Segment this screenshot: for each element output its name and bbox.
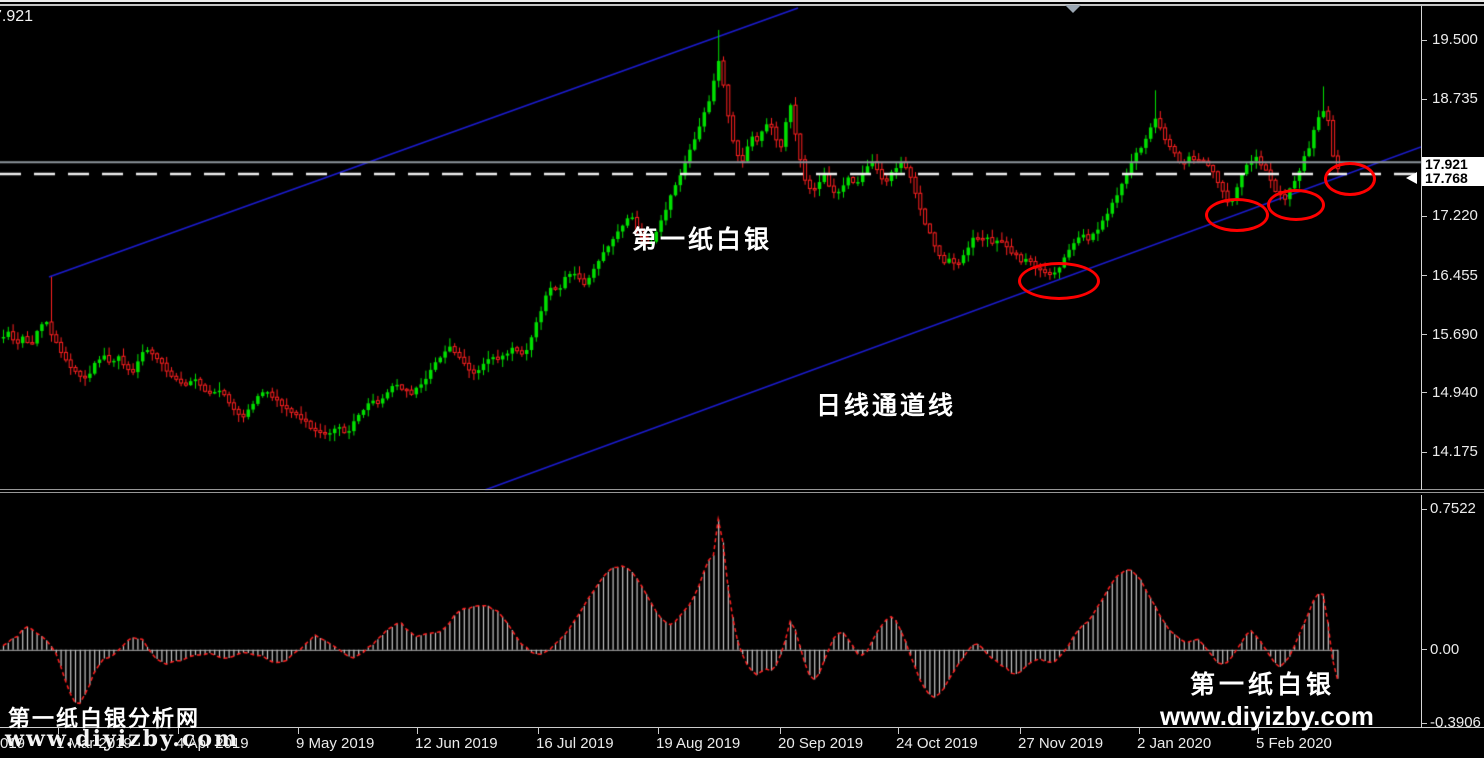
chart-title-annotation: 第一纸白银: [632, 225, 773, 254]
watermark-site-url: www.diyizby.com: [5, 726, 240, 752]
price-axis-label: 15.690: [1432, 325, 1478, 343]
window-top-border: [0, 0, 1484, 2]
watermark-right: 第一纸白银 www.diyizby.com: [1160, 665, 1374, 732]
price-axis-label: 19.500: [1432, 31, 1478, 48]
current-price-arrow-icon: [1406, 172, 1417, 184]
highlight-ellipse: [1018, 262, 1100, 300]
time-axis-tick: [417, 728, 418, 734]
time-axis-label: 19 Aug 2019: [656, 735, 741, 752]
panel-separator[interactable]: [0, 489, 1484, 490]
top-left-price-label: 7.921: [0, 8, 34, 25]
time-axis-label: 20 Sep 2019: [778, 735, 864, 752]
price-axis-tick: [1421, 275, 1427, 277]
indicator-axis-label: 0.7522: [1430, 500, 1476, 517]
time-axis-tick: [538, 728, 539, 734]
indicator-axis-tick: [1421, 508, 1427, 510]
time-axis-label: 12 Jun 2019: [415, 735, 498, 752]
time-axis-label: 4 Apr 2019: [176, 735, 249, 752]
time-axis-label: 5 Feb 2020: [1256, 735, 1332, 752]
time-axis-tick: [898, 728, 899, 734]
watermark-site-name: 第一纸白银分析网: [8, 707, 201, 732]
time-axis-tick: [298, 728, 299, 734]
panel-separator[interactable]: [0, 492, 1484, 493]
time-axis-label: 2 Jan 2020: [1137, 735, 1212, 752]
current-price-box: 17.768: [1422, 171, 1484, 186]
time-axis-label: 1 Mar 2019: [56, 735, 132, 752]
highlight-ellipse: [1267, 189, 1325, 221]
time-axis-line: [0, 727, 1484, 728]
price-axis-tick: [1421, 392, 1427, 394]
price-axis-label: 17.220: [1432, 207, 1478, 225]
price-axis-label: 14.175: [1432, 443, 1478, 460]
time-axis-label: 24 Oct 2019: [896, 735, 978, 752]
indicator-panel-right-border: [1421, 495, 1422, 728]
watermark-brand-url: www.diyizby.com: [1160, 701, 1374, 731]
main-panel-right-border: [1421, 6, 1422, 490]
price-axis-tick: [1421, 451, 1427, 453]
time-axis-tick: [58, 728, 59, 734]
time-axis-label: 16 Jul 2019: [536, 735, 614, 752]
indicator-axis-tick: [1421, 722, 1427, 724]
chart-shift-marker-icon[interactable]: [1065, 5, 1081, 13]
time-axis-partial-label: 019: [0, 735, 26, 752]
indicator-axis-label: 0.00: [1430, 640, 1460, 658]
price-axis-tick: [1421, 39, 1427, 41]
resistance-price-box: 17.921: [1422, 157, 1484, 172]
time-axis-tick: [1258, 728, 1259, 734]
time-axis-tick: [1020, 728, 1021, 734]
time-axis-tick: [658, 728, 659, 734]
highlight-ellipse: [1324, 162, 1376, 196]
price-axis-tick: [1421, 215, 1427, 217]
price-axis-tick: [1421, 334, 1427, 336]
chart-top-border: [0, 4, 1484, 6]
time-axis-tick: [1139, 728, 1140, 734]
channel-label-annotation: 日线通道线: [816, 391, 957, 420]
time-axis-tick: [178, 728, 179, 734]
indicator-axis-label: -0.3906: [1430, 714, 1481, 731]
watermark-brand-name: 第一纸白银: [1189, 670, 1335, 699]
price-axis-label: 16.455: [1432, 266, 1478, 284]
time-axis-label: 27 Nov 2019: [1018, 735, 1104, 752]
time-axis-tick: [780, 728, 781, 734]
price-axis-tick: [1421, 98, 1427, 100]
price-axis-label: 18.735: [1432, 90, 1478, 108]
indicator-axis-tick: [1421, 649, 1427, 651]
price-axis-label: 14.940: [1432, 383, 1478, 401]
time-axis-label: 9 May 2019: [296, 735, 375, 752]
highlight-ellipse: [1205, 198, 1269, 232]
